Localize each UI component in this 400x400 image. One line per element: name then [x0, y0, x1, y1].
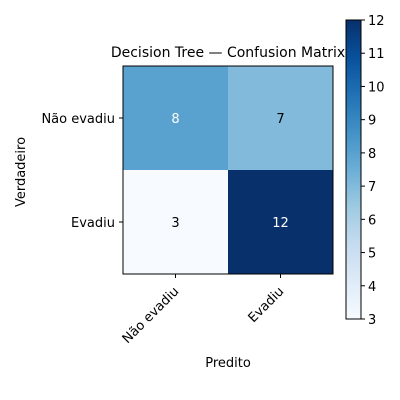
cell-value-label: 8 — [171, 112, 179, 127]
y-tick-label: Não evadiu — [41, 112, 115, 127]
colorbar — [345, 19, 362, 320]
colorbar-tick-label: 11 — [368, 47, 385, 62]
y-axis-ticks: Não evadiu Evadiu — [41, 112, 123, 231]
heatmap-cell — [228, 66, 334, 171]
heatmap-cell — [228, 170, 334, 275]
x-axis-label: Predito — [205, 356, 251, 371]
colorbar-tick-label: 7 — [368, 180, 376, 195]
colorbar-ticks: 3 4 5 6 7 8 9 10 11 12 — [361, 14, 385, 328]
cell-value-label: 12 — [272, 216, 289, 231]
heatmap-cells — [123, 66, 334, 275]
plot-frame — [122, 65, 334, 275]
heatmap-cell — [123, 170, 229, 275]
colorbar-tick-label: 5 — [368, 247, 376, 262]
x-axis-ticks: Não evadiu Evadiu — [120, 274, 288, 347]
heatmap-cell — [123, 66, 229, 171]
x-tick-label: Não evadiu — [120, 284, 183, 347]
cell-value-label: 3 — [171, 216, 179, 231]
y-axis-label: Verdadeiro — [14, 137, 29, 207]
colorbar-tick-label: 8 — [368, 147, 376, 162]
colorbar-tick-label: 6 — [368, 213, 376, 228]
cell-labels: 8 7 3 12 — [171, 112, 288, 231]
y-tick-label: Evadiu — [71, 216, 115, 231]
colorbar-tick-label: 9 — [368, 114, 376, 129]
x-tick-label: Evadiu — [246, 284, 288, 326]
colorbar-tick-label: 4 — [368, 280, 376, 295]
cell-value-label: 7 — [276, 112, 284, 127]
colorbar-tick-label: 12 — [368, 14, 385, 29]
colorbar-tick-label: 10 — [368, 80, 385, 95]
chart-title: Decision Tree — Confusion Matrix — [111, 45, 345, 61]
colorbar-tick-label: 3 — [368, 313, 376, 328]
